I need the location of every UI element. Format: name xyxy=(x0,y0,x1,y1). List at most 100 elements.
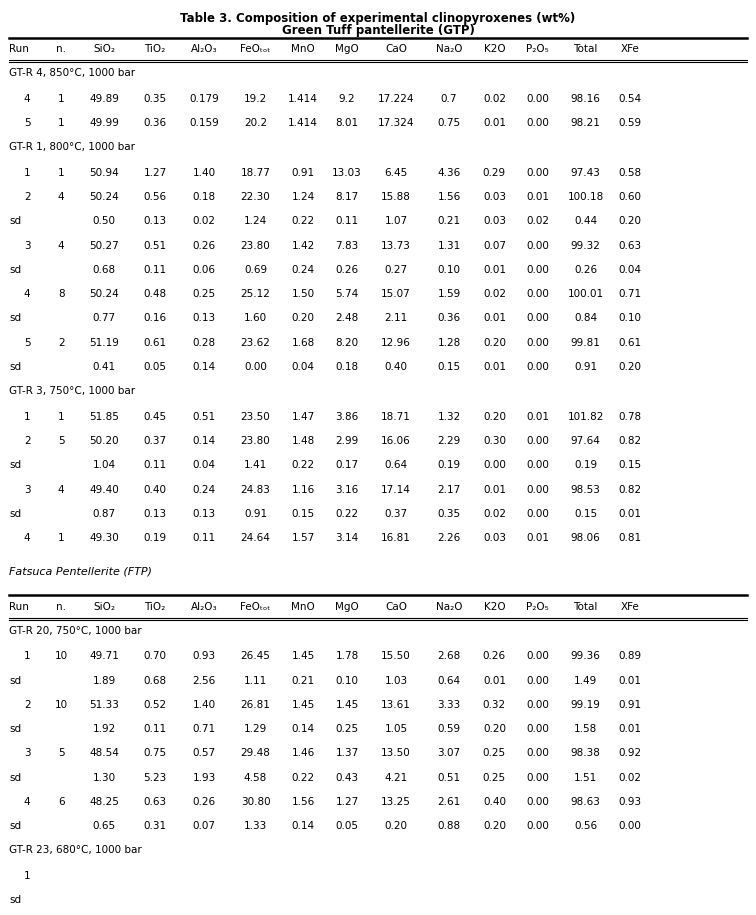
Text: 0.25: 0.25 xyxy=(193,289,215,299)
Text: 0.01: 0.01 xyxy=(618,724,641,734)
Text: 0.13: 0.13 xyxy=(144,217,166,226)
Text: 1.47: 1.47 xyxy=(292,412,314,422)
Text: 1.24: 1.24 xyxy=(292,192,314,202)
Text: 4: 4 xyxy=(58,241,64,251)
Text: 0.36: 0.36 xyxy=(438,314,460,323)
Text: 0.00: 0.00 xyxy=(526,797,549,807)
Text: 0.10: 0.10 xyxy=(438,265,460,274)
Text: 0.00: 0.00 xyxy=(526,168,549,178)
Text: 1.93: 1.93 xyxy=(193,772,215,782)
Text: 0.84: 0.84 xyxy=(574,314,597,323)
Text: 0.61: 0.61 xyxy=(618,338,641,348)
Text: K2O: K2O xyxy=(484,602,505,612)
Text: 49.99: 49.99 xyxy=(89,118,119,128)
Text: 0.91: 0.91 xyxy=(244,509,267,519)
Text: 99.19: 99.19 xyxy=(571,700,600,710)
Text: 0.00: 0.00 xyxy=(526,362,549,371)
Text: 0.11: 0.11 xyxy=(144,460,166,470)
Text: 1.92: 1.92 xyxy=(93,724,116,734)
Text: 0.32: 0.32 xyxy=(483,700,506,710)
Text: 0.02: 0.02 xyxy=(193,217,215,226)
Text: 1.45: 1.45 xyxy=(336,700,358,710)
Text: 0.00: 0.00 xyxy=(483,460,506,470)
Text: 49.30: 49.30 xyxy=(89,533,119,543)
Text: 13.73: 13.73 xyxy=(381,241,411,251)
Text: 0.11: 0.11 xyxy=(144,724,166,734)
Text: 12.96: 12.96 xyxy=(381,338,411,348)
Text: 51.33: 51.33 xyxy=(89,700,119,710)
Text: 1: 1 xyxy=(58,94,64,103)
Text: 0.14: 0.14 xyxy=(193,362,215,371)
Text: 6: 6 xyxy=(58,797,64,807)
Text: 5: 5 xyxy=(58,748,64,759)
Text: Run: Run xyxy=(9,45,29,54)
Text: 4: 4 xyxy=(24,289,30,299)
Text: 3: 3 xyxy=(24,241,30,251)
Text: 50.27: 50.27 xyxy=(89,241,119,251)
Text: sd: sd xyxy=(9,724,21,734)
Text: 0.59: 0.59 xyxy=(438,724,460,734)
Text: 0.00: 0.00 xyxy=(526,241,549,251)
Text: 3.07: 3.07 xyxy=(438,748,460,759)
Text: 0.00: 0.00 xyxy=(526,509,549,519)
Text: 0.75: 0.75 xyxy=(144,748,166,759)
Text: GT-R 1, 800°C, 1000 bar: GT-R 1, 800°C, 1000 bar xyxy=(9,143,135,152)
Text: 51.85: 51.85 xyxy=(89,412,119,422)
Text: MnO: MnO xyxy=(291,45,315,54)
Text: 0.14: 0.14 xyxy=(292,821,314,831)
Text: 1.40: 1.40 xyxy=(193,168,215,178)
Text: 5: 5 xyxy=(24,338,30,348)
Text: 0.00: 0.00 xyxy=(618,821,641,831)
Text: 1.28: 1.28 xyxy=(438,338,460,348)
Text: 0.20: 0.20 xyxy=(618,217,641,226)
Text: 0.00: 0.00 xyxy=(526,724,549,734)
Text: XFe: XFe xyxy=(621,602,639,612)
Text: 0.07: 0.07 xyxy=(483,241,506,251)
Text: 99.81: 99.81 xyxy=(571,338,600,348)
Text: 99.32: 99.32 xyxy=(571,241,600,251)
Text: 1.24: 1.24 xyxy=(244,217,267,226)
Text: 98.06: 98.06 xyxy=(571,533,600,543)
Text: 0.51: 0.51 xyxy=(193,412,215,422)
Text: 8.17: 8.17 xyxy=(336,192,358,202)
Text: 0.48: 0.48 xyxy=(144,289,166,299)
Text: 0.01: 0.01 xyxy=(483,485,506,494)
Text: 0.04: 0.04 xyxy=(618,265,641,274)
Text: 0.45: 0.45 xyxy=(144,412,166,422)
Text: 50.20: 50.20 xyxy=(89,436,119,446)
Text: 23.62: 23.62 xyxy=(240,338,271,348)
Text: Na₂O: Na₂O xyxy=(435,45,463,54)
Text: 0.71: 0.71 xyxy=(618,289,641,299)
Text: 0.22: 0.22 xyxy=(292,217,314,226)
Text: 0.01: 0.01 xyxy=(483,362,506,371)
Text: 0.02: 0.02 xyxy=(483,94,506,103)
Text: 0.00: 0.00 xyxy=(526,314,549,323)
Text: 48.54: 48.54 xyxy=(89,748,119,759)
Text: 0.75: 0.75 xyxy=(438,118,460,128)
Text: 1.30: 1.30 xyxy=(93,772,116,782)
Text: 0.43: 0.43 xyxy=(336,772,358,782)
Text: 0.59: 0.59 xyxy=(618,118,641,128)
Text: 1: 1 xyxy=(58,533,64,543)
Text: 0.20: 0.20 xyxy=(385,821,407,831)
Text: 1.60: 1.60 xyxy=(244,314,267,323)
Text: 0.05: 0.05 xyxy=(336,821,358,831)
Text: 13.03: 13.03 xyxy=(332,168,362,178)
Text: 16.06: 16.06 xyxy=(381,436,411,446)
Text: 1.41: 1.41 xyxy=(244,460,267,470)
Text: 2: 2 xyxy=(24,700,30,710)
Text: Al₂O₃: Al₂O₃ xyxy=(191,45,218,54)
Text: 23.80: 23.80 xyxy=(240,436,271,446)
Text: 25.12: 25.12 xyxy=(240,289,271,299)
Text: 0.77: 0.77 xyxy=(93,314,116,323)
Text: 101.82: 101.82 xyxy=(567,412,604,422)
Text: 0.15: 0.15 xyxy=(292,509,314,519)
Text: 2.29: 2.29 xyxy=(438,436,460,446)
Text: 0.04: 0.04 xyxy=(292,362,314,371)
Text: 1.40: 1.40 xyxy=(193,700,215,710)
Text: 0.51: 0.51 xyxy=(144,241,166,251)
Text: P₂O₅: P₂O₅ xyxy=(526,45,549,54)
Text: 0.68: 0.68 xyxy=(93,265,116,274)
Text: 0.64: 0.64 xyxy=(385,460,407,470)
Text: 4: 4 xyxy=(24,94,30,103)
